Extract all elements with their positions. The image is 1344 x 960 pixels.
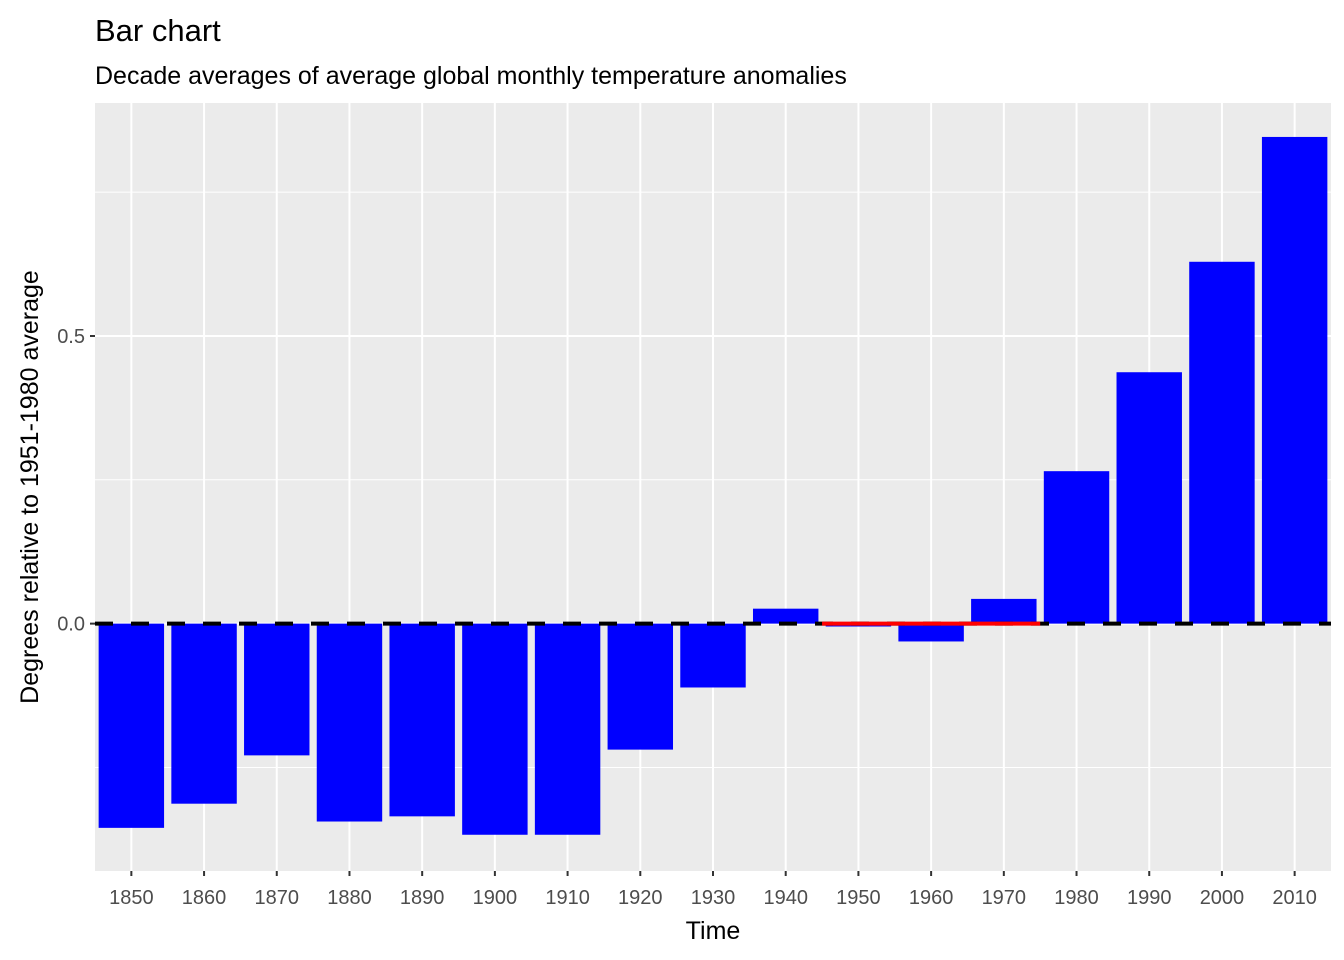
x-tick-label: 1890 [400,887,445,909]
bar-1970 [971,598,1037,624]
bars [98,136,1328,835]
y-axis: 0.0 0.5 [57,326,95,636]
chart-title: Bar chart [95,13,221,48]
bar-1900 [462,623,528,835]
y-axis-title: Degrees relative to 1951-1980 average [16,270,44,704]
x-tick-label: 1940 [763,887,808,909]
x-tick-label: 1970 [982,887,1027,909]
x-tick-label: 1910 [545,887,590,909]
bar-1960 [898,623,964,642]
bar-1930 [680,623,746,688]
bar-2010 [1261,136,1328,624]
bar-1990 [1116,372,1182,624]
x-tick-label: 1960 [909,887,954,909]
x-tick-label: 1950 [836,887,881,909]
x-tick-label: 1990 [1127,887,1172,909]
bar-1860 [171,623,237,804]
x-tick-label: 1920 [618,887,663,909]
x-tick-label: 1930 [691,887,736,909]
x-axis: 1850 1860 1870 1880 1890 1900 1910 1920 1930 1940… [109,871,1317,909]
bar-1850 [98,623,165,828]
bar-1920 [607,623,674,750]
x-axis-title: Time [686,917,741,945]
y-tick-label: 0.0 [57,614,85,636]
x-tick-label: 2010 [1272,887,1317,909]
x-tick-label: 1870 [255,887,300,909]
bar-1940 [752,608,819,624]
x-tick-label: 1900 [473,887,518,909]
bar-1880 [316,623,383,822]
bar-1870 [244,623,310,756]
bar-1910 [534,623,601,835]
y-tick-label: 0.5 [57,326,85,348]
bar-2000 [1189,261,1255,624]
bar-1890 [389,623,455,817]
x-tick-label: 2000 [1200,887,1245,909]
x-tick-label: 1880 [327,887,372,909]
chart-subtitle: Decade averages of average global monthl… [95,62,847,90]
x-tick-label: 1980 [1054,887,1099,909]
x-tick-label: 1860 [182,887,227,909]
bar-1980 [1043,471,1110,624]
x-tick-label: 1850 [109,887,154,909]
